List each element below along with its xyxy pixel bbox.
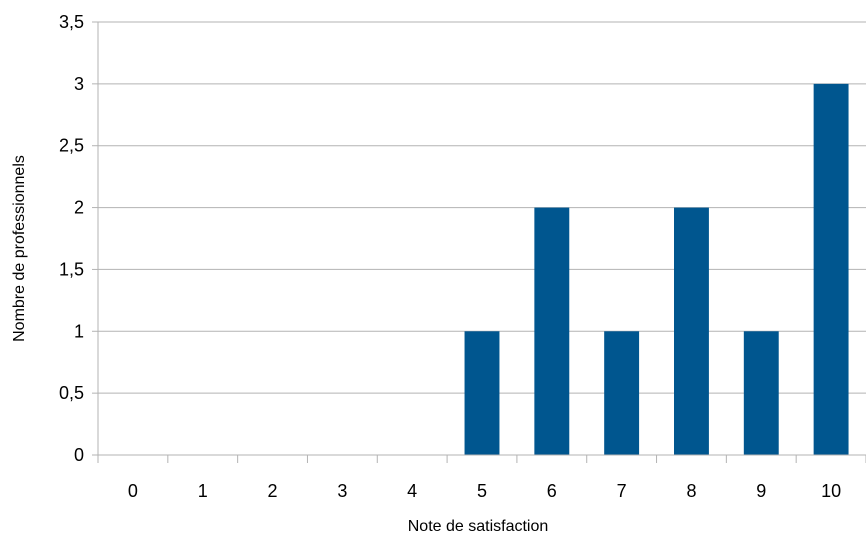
bars bbox=[464, 83, 849, 455]
x-tick-label: 3 bbox=[337, 481, 347, 501]
y-tick-label: 2 bbox=[74, 198, 84, 218]
x-tick-label: 5 bbox=[477, 481, 487, 501]
x-axis-title: Note de satisfaction bbox=[408, 518, 549, 535]
bar bbox=[674, 207, 709, 455]
x-tick-label: 0 bbox=[128, 481, 138, 501]
bar bbox=[534, 207, 570, 455]
y-tick-label: 3 bbox=[74, 74, 84, 94]
x-tick-label: 8 bbox=[686, 481, 696, 501]
x-tick-label: 4 bbox=[407, 481, 417, 501]
x-tick-label: 6 bbox=[547, 481, 557, 501]
y-axis-title: Nombre de professionnels bbox=[11, 155, 28, 342]
x-tick-label: 10 bbox=[821, 481, 841, 501]
axes bbox=[92, 21, 866, 463]
y-tick-label: 3,5 bbox=[59, 12, 84, 32]
y-tick-label: 2,5 bbox=[59, 136, 84, 156]
gridlines bbox=[98, 21, 866, 394]
x-tick-labels: 0 1 2 3 4 5 6 7 8 9 10 bbox=[128, 481, 841, 501]
bar bbox=[604, 331, 640, 455]
x-tick-label: 9 bbox=[756, 481, 766, 501]
y-tick-label: 1 bbox=[74, 321, 84, 341]
y-tick-label: 0,5 bbox=[59, 383, 84, 403]
x-tick-label: 1 bbox=[198, 481, 208, 501]
y-tick-label: 0 bbox=[74, 445, 84, 465]
y-tick-labels: 0 0,5 1 1,5 2 2,5 3 3,5 bbox=[59, 12, 84, 465]
bar bbox=[813, 83, 849, 455]
x-tick-label: 2 bbox=[268, 481, 278, 501]
y-tick-label: 1,5 bbox=[59, 259, 84, 279]
x-tick-label: 7 bbox=[617, 481, 627, 501]
bar bbox=[743, 331, 779, 455]
bar bbox=[464, 331, 500, 455]
